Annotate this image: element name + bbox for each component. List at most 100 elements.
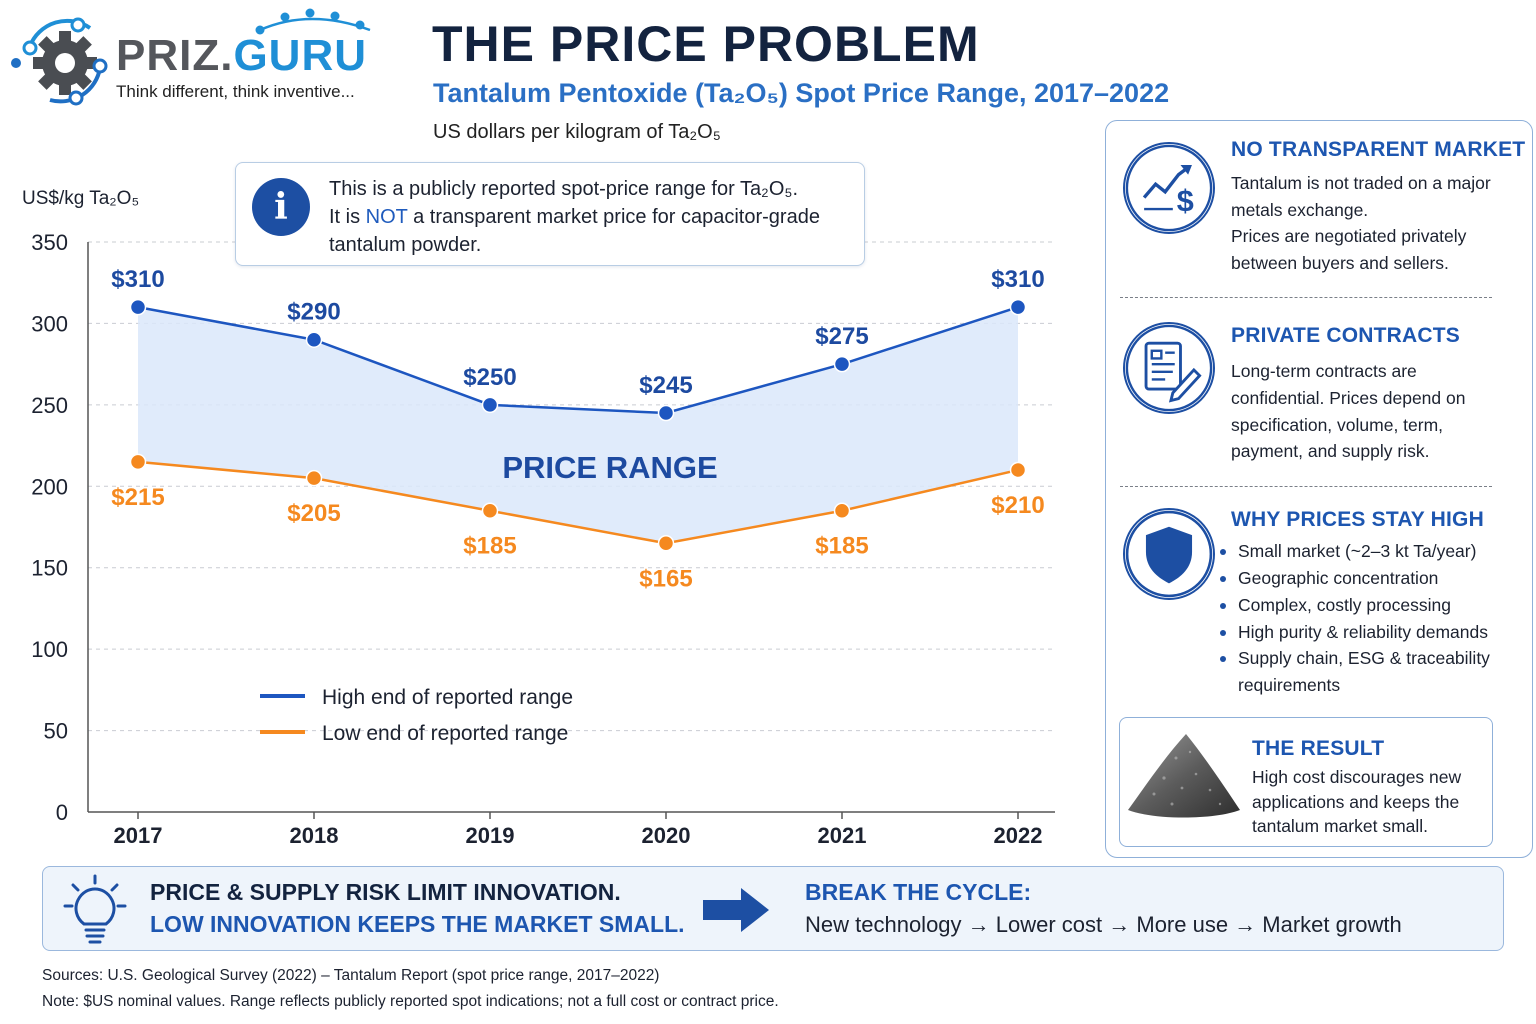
divider: [1120, 297, 1492, 298]
low-value-label: $185: [815, 533, 868, 560]
logo-wordmark: PRIZ.GURU: [116, 30, 367, 82]
section2-line-4: payment, and supply risk.: [1231, 441, 1430, 461]
high-point: [481, 396, 499, 414]
legend-label: Low end of reported range: [322, 722, 568, 745]
series-line-high: [137, 305, 1019, 415]
high-point: [657, 404, 675, 422]
page-subtitle: Tantalum Pentoxide (Ta₂O₅) Spot Price Ra…: [433, 78, 1170, 108]
bottom-banner: [42, 866, 1504, 951]
x-tick-label: 2017: [114, 823, 163, 848]
bullet-text: Small market (~2–3 kt Ta/year): [1238, 541, 1477, 561]
info-line-2-post: a transparent market price for capacitor…: [407, 206, 820, 228]
info-callout: [235, 162, 865, 266]
info-line-2-emphasis: NOT: [365, 206, 408, 228]
banner-cycle-title: BREAK THE CYCLE:: [805, 879, 1032, 905]
section1-line-3: Prices are negotiated privately: [1231, 226, 1467, 246]
shield-icon: [1123, 508, 1215, 600]
divider: [1120, 486, 1492, 487]
y-tick-label: 250: [31, 393, 68, 418]
y-tick-label: 200: [31, 474, 68, 499]
banner-statement-2: LOW INNOVATION KEEPS THE MARKET SMALL.: [150, 911, 685, 937]
powder-pile-image: [1128, 734, 1240, 818]
section-title-why-prices-stay-high: WHY PRICES STAY HIGH: [1231, 508, 1484, 531]
y-tick-label: 50: [44, 719, 68, 744]
price-range-chart: 0 50 100 150 200 250 300 350 2017 2018 2019 2020 202…: [31, 230, 1055, 848]
result-title: THE RESULT: [1252, 737, 1385, 760]
section1-line-1: Tantalum is not traded on a major: [1231, 173, 1491, 193]
bullet-item: Small market (~2–3 kt Ta/year): [1220, 538, 1476, 565]
series-line-low: [137, 460, 1019, 545]
y-tick-label: 350: [31, 230, 68, 255]
low-value-label: $210: [991, 492, 1044, 519]
y-tick-label: 150: [31, 556, 68, 581]
page-title: THE PRICE PROBLEM: [432, 16, 980, 72]
logo-mark: [11, 8, 371, 106]
price-range-band: [138, 307, 1018, 544]
banner-cycle-text: New technology → Lower cost → More use →…: [805, 912, 1402, 937]
high-value-label: $245: [639, 372, 692, 399]
section2-line-1: Long-term contracts are: [1231, 361, 1417, 381]
bullet-text: requirements: [1238, 675, 1341, 695]
info-line-1: This is a publicly reported spot-price r…: [329, 178, 798, 200]
footnote: Note: $US nominal values. Range reflects…: [42, 993, 779, 1010]
contract-icon: [1123, 322, 1215, 414]
high-point: [1009, 298, 1027, 316]
bullet-item: Complex, costly processing: [1220, 592, 1451, 619]
logo-wordmark-part1: PRIZ.: [116, 31, 234, 80]
bullet-dot: [1220, 630, 1226, 636]
x-tick-label: 2022: [994, 823, 1043, 848]
high-value-label: $290: [287, 299, 340, 326]
result-line-1: High cost discourages new: [1252, 767, 1462, 787]
section2-line-2: confidential. Prices depend on: [1231, 388, 1466, 408]
high-point: [129, 298, 147, 316]
y-tick-label: 100: [31, 637, 68, 662]
logo-tagline: Think different, think inventive...: [116, 82, 355, 101]
arrow-right-icon: [703, 888, 769, 932]
low-point: [1009, 461, 1027, 479]
section2-line-3: specification, volume, term,: [1231, 415, 1444, 435]
svg-text:$: $: [1177, 184, 1194, 218]
bullet-item-continuation: requirements: [1220, 672, 1340, 699]
bullet-item: High purity & reliability demands: [1220, 619, 1488, 646]
bullet-text: Supply chain, ESG & traceability: [1238, 648, 1490, 668]
section-title-no-transparent-market: NO TRANSPARENT MARKET: [1231, 138, 1526, 161]
info-line-2: It is NOT a transparent market price for…: [329, 206, 820, 229]
x-tick-label: 2021: [818, 823, 867, 848]
x-tick-label: 2020: [642, 823, 691, 848]
low-value-label: $165: [639, 565, 692, 592]
x-tick-label: 2018: [290, 823, 339, 848]
info-line-2-pre: It is: [329, 206, 366, 228]
bullet-dot: [1220, 549, 1226, 555]
info-icon: i: [252, 178, 310, 236]
high-value-label: $250: [463, 364, 516, 391]
low-value-label: $205: [287, 500, 340, 527]
section-title-private-contracts: PRIVATE CONTRACTS: [1231, 324, 1460, 347]
y-tick-label: 0: [56, 800, 68, 825]
section1-line-4: between buyers and sellers.: [1231, 253, 1449, 273]
band-label: PRICE RANGE: [502, 450, 717, 485]
legend-label: High end of reported range: [322, 686, 573, 709]
unit-line: US dollars per kilogram of Ta₂O₅: [433, 121, 721, 143]
sources-note: Sources: U.S. Geological Survey (2022) –…: [42, 967, 660, 984]
bullet-dot: [1220, 603, 1226, 609]
result-line-2: applications and keeps the: [1252, 792, 1460, 812]
high-point: [833, 355, 851, 373]
low-point: [833, 502, 851, 519]
lightbulb-icon: [63, 874, 127, 944]
low-value-label: $215: [111, 484, 164, 511]
high-value-label: $310: [991, 266, 1044, 293]
y-axis-label: US$/kg Ta₂O₅: [22, 188, 140, 209]
x-tick-label: 2019: [466, 823, 515, 848]
low-value-label: $185: [463, 533, 516, 560]
bullet-item: Geographic concentration: [1220, 565, 1438, 592]
banner-statement-1: PRICE & SUPPLY RISK LIMIT INNOVATION.: [150, 879, 621, 905]
low-point: [657, 535, 675, 552]
low-point: [481, 502, 499, 519]
high-value-label: $275: [815, 323, 868, 350]
high-value-label: $310: [111, 266, 164, 293]
bullet-text: Complex, costly processing: [1238, 595, 1451, 615]
info-line-3: tantalum powder.: [329, 234, 482, 256]
logo-wordmark-part2: GURU: [233, 31, 368, 80]
section1-line-2: metals exchange.: [1231, 200, 1369, 220]
low-point: [129, 453, 147, 471]
